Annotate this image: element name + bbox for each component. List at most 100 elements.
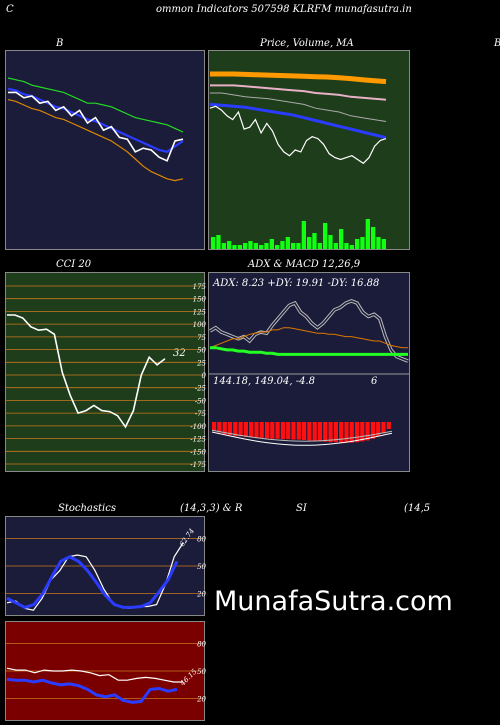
volume-bar xyxy=(360,237,365,249)
macd-histogram-bar xyxy=(233,422,238,437)
macd-histogram-bar xyxy=(243,422,248,437)
adx-series-green xyxy=(210,346,408,356)
macd-histogram-bar xyxy=(296,422,301,440)
cci-tick-label: 125 xyxy=(193,308,207,316)
cci-series-0 xyxy=(7,314,166,429)
bollinger-series-2 xyxy=(8,91,184,162)
volume-bar xyxy=(323,223,328,249)
macd-histogram-bar xyxy=(354,422,360,443)
macd-histogram-bar xyxy=(286,422,291,440)
volume-bar xyxy=(248,241,253,249)
macd-histogram-bar xyxy=(381,422,386,434)
cci-tick-label: -50 xyxy=(195,397,207,405)
bollinger-title: B xyxy=(56,38,64,49)
volume-bar xyxy=(280,241,285,249)
cci-tick-label: 100 xyxy=(193,321,207,329)
macd-histogram-bar xyxy=(312,422,317,441)
volume-bar xyxy=(216,235,221,249)
rsi-title: SI xyxy=(296,503,307,514)
macd-histogram-bar xyxy=(386,422,391,429)
macd-histogram-bar xyxy=(370,422,375,439)
header-edge-right: B xyxy=(494,38,500,49)
cci-tick-label: -75 xyxy=(195,410,207,418)
macd-histogram-bar xyxy=(291,422,296,440)
cci-panel: 32 175 150 125 100 75 50 25 0 -25 -50 -75 -100 -125 -… xyxy=(5,272,210,472)
volume-bar xyxy=(349,245,354,249)
macd-histogram-bar xyxy=(249,422,254,438)
williams_r-series-0 xyxy=(6,667,183,683)
price-ma-title: Price, Volume, MA xyxy=(260,38,354,49)
volume-bar xyxy=(317,243,322,249)
stochastics-title: Stochastics xyxy=(58,503,116,514)
stochastics-tick-label: 20 xyxy=(196,591,206,599)
williams_r-tick-label: 50 xyxy=(197,668,206,676)
macd-histogram-bar xyxy=(376,422,381,437)
volume-bar xyxy=(291,243,296,249)
volume-bar xyxy=(371,227,376,249)
macd-histogram-bar xyxy=(360,422,365,442)
bollinger-panel xyxy=(5,50,205,250)
macd-histogram-bar xyxy=(307,422,312,441)
cci-tick-label: 0 xyxy=(202,372,207,380)
stochastics-series-0 xyxy=(6,542,184,611)
macd-histogram-bar xyxy=(212,422,217,431)
cci-tick-label: -175 xyxy=(190,461,206,469)
cci-tick-label: -150 xyxy=(190,448,206,456)
macd-line xyxy=(211,431,393,446)
macd-histogram-bar xyxy=(275,422,280,439)
cci-tick-label: 25 xyxy=(196,359,206,367)
macd-histogram-bar xyxy=(365,422,370,441)
adx-macd-chart: ADX: 8.23 +DY: 19.91 -DY: 16.88 144.18, … xyxy=(208,272,410,472)
volume-bar xyxy=(264,243,269,249)
volume-bar xyxy=(376,237,381,249)
price-series-2 xyxy=(210,92,387,122)
volume-bar xyxy=(243,243,248,249)
bollinger-series-1 xyxy=(7,87,184,153)
cci-last-label: 32 xyxy=(173,348,186,359)
cci-tick-label: -100 xyxy=(190,423,206,431)
macd-histogram-bar xyxy=(227,422,233,436)
macd-readout: 144.18, 149.04, -4.8 xyxy=(213,376,315,387)
macd-histogram-bar xyxy=(238,422,243,437)
volume-bar xyxy=(355,239,360,249)
williams-panel: 80 50 20 46.15 xyxy=(5,621,210,721)
cci-chart: 32 175 150 125 100 75 50 25 0 -25 -50 -75 -100 -125 -… xyxy=(5,272,207,472)
volume-bar xyxy=(312,233,317,249)
volume-bar xyxy=(307,237,312,249)
volume-bar xyxy=(232,245,237,249)
cci-tick-label: -25 xyxy=(195,385,207,393)
stochastics-tick-label: 80 xyxy=(197,535,206,543)
watermark: MunafaSutra.com xyxy=(214,586,453,617)
volume-bar xyxy=(275,245,280,249)
price-series-4 xyxy=(209,105,387,165)
macd-extra: 6 xyxy=(371,376,378,387)
macd-histogram-bar xyxy=(349,422,354,443)
volume-bar xyxy=(227,241,232,249)
volume-bar xyxy=(269,239,274,249)
price-ma-panel xyxy=(208,50,410,250)
cci-tick-label: 150 xyxy=(193,296,207,304)
cci-tick-label: 75 xyxy=(197,334,206,342)
williams_r-tick-label: 80 xyxy=(197,640,206,648)
volume-bar xyxy=(296,243,301,249)
cci-tick-label: 50 xyxy=(197,347,206,355)
macd-signal xyxy=(211,429,393,442)
macd-histogram-bar xyxy=(339,422,344,443)
volume-bar xyxy=(344,243,349,249)
header-edge-left: C xyxy=(6,4,14,15)
price-ma-chart xyxy=(208,50,410,250)
volume-bar xyxy=(221,243,226,249)
macd-histogram-bar xyxy=(328,422,333,443)
cci-tick-label: 175 xyxy=(193,283,207,291)
price-series-0 xyxy=(210,71,387,85)
macd-histogram-bar xyxy=(222,422,227,435)
macd-histogram-bar xyxy=(333,422,338,443)
volume-bar xyxy=(328,235,333,249)
macd-histogram-bar xyxy=(317,422,323,442)
cci-tick-label: -125 xyxy=(190,436,206,444)
stochastics-series-1 xyxy=(6,555,179,610)
volume-bar xyxy=(285,237,290,249)
volume-bar xyxy=(253,243,258,249)
